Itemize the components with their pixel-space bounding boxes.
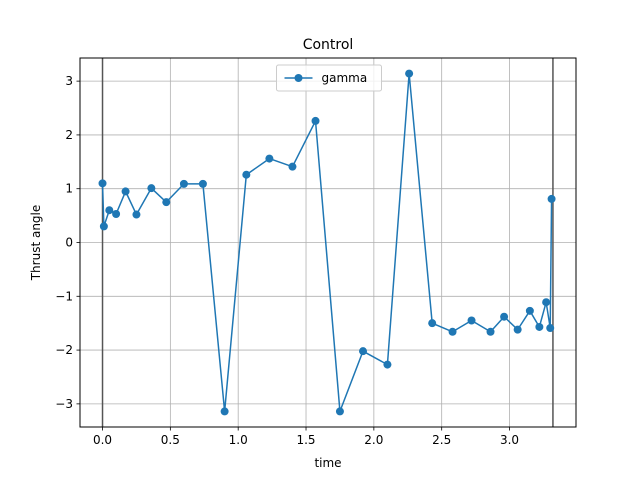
data-point bbox=[547, 194, 556, 203]
data-point bbox=[162, 198, 171, 207]
ticks: 0.0 0.5 1.0 1.5 2.0 2.5 3.0 −3 −2 −1 0 1 2 3 bbox=[55, 74, 519, 447]
data-point bbox=[542, 298, 551, 307]
data-point bbox=[335, 407, 344, 416]
x-tick-label: 2.5 bbox=[432, 433, 451, 447]
data-point bbox=[105, 206, 114, 215]
x-tick-label: 0.5 bbox=[161, 433, 180, 447]
y-tick-label: 3 bbox=[65, 74, 73, 88]
data-point bbox=[147, 184, 156, 193]
y-tick-label: −1 bbox=[55, 289, 73, 303]
data-point bbox=[198, 179, 207, 188]
data-point bbox=[500, 312, 509, 321]
data-point bbox=[525, 306, 534, 315]
legend-marker-swatch bbox=[294, 74, 303, 82]
y-tick-label: 2 bbox=[65, 128, 73, 142]
x-tick-label: 2.0 bbox=[364, 433, 383, 447]
data-point bbox=[288, 162, 297, 171]
data-point bbox=[359, 347, 368, 356]
y-tick-label: 1 bbox=[65, 182, 73, 196]
y-tick-label: 0 bbox=[65, 236, 73, 250]
data-point bbox=[99, 222, 108, 231]
data-point bbox=[242, 170, 251, 179]
data-point bbox=[265, 154, 274, 163]
y-tick-label: −3 bbox=[55, 397, 73, 411]
vertical-lines bbox=[101, 58, 554, 427]
data-point bbox=[220, 407, 229, 416]
data-point bbox=[428, 319, 437, 328]
y-axis-label: Thrust angle bbox=[29, 205, 43, 282]
chart-title: Control bbox=[303, 37, 354, 53]
data-point bbox=[132, 210, 141, 219]
data-point bbox=[546, 324, 555, 333]
x-tick-label: 3.0 bbox=[500, 433, 519, 447]
data-point bbox=[179, 179, 188, 188]
series-layer bbox=[98, 69, 556, 416]
x-tick-label: 0.0 bbox=[93, 433, 112, 447]
data-point bbox=[383, 360, 392, 369]
data-point bbox=[467, 316, 476, 325]
legend: gamma bbox=[276, 64, 382, 92]
data-point bbox=[486, 327, 495, 336]
data-point bbox=[448, 327, 457, 336]
legend-label-gamma: gamma bbox=[322, 71, 368, 85]
x-axis-label: time bbox=[314, 456, 341, 470]
y-tick-label: −2 bbox=[55, 343, 73, 357]
data-point bbox=[121, 187, 130, 196]
data-point bbox=[405, 69, 414, 78]
data-point bbox=[112, 209, 121, 218]
data-point bbox=[513, 325, 522, 334]
data-point bbox=[311, 116, 320, 125]
x-tick-label: 1.5 bbox=[296, 433, 315, 447]
x-tick-label: 1.0 bbox=[229, 433, 248, 447]
legend-box bbox=[276, 64, 382, 92]
data-point bbox=[98, 179, 107, 188]
data-point bbox=[535, 322, 544, 331]
